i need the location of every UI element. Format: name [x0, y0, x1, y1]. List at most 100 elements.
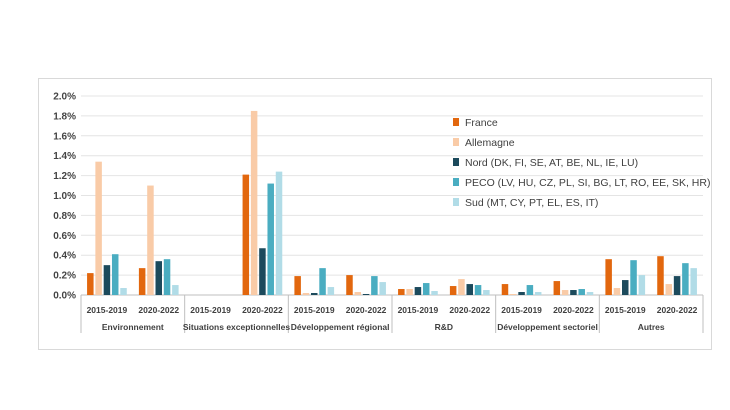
- bar: [120, 288, 127, 295]
- bar: [242, 174, 250, 295]
- bar: [458, 279, 465, 295]
- bar: [362, 294, 370, 295]
- bar: [302, 293, 310, 295]
- bar: [275, 171, 283, 295]
- grid-layer: [81, 95, 703, 296]
- group-label: Développement sectoriel: [497, 322, 598, 332]
- bar: [682, 263, 689, 295]
- y-tick-label: 1.8%: [53, 111, 76, 122]
- y-tick-label: 1.0%: [53, 191, 76, 202]
- bar: [586, 292, 594, 295]
- bar: [665, 284, 673, 295]
- bar: [622, 280, 629, 295]
- chart-frame: 0.0% 0.2% 0.4% 0.6% 0.8% 1.0% 1.2% 1.4% 1.6% 1.8%…: [38, 78, 712, 350]
- bar: [138, 268, 146, 295]
- legend-label: Sud (MT, CY, PT, EL, ES, IT): [465, 197, 598, 209]
- bars-layer: [87, 110, 697, 296]
- bar-chart: 0.0% 0.2% 0.4% 0.6% 0.8% 1.0% 1.2% 1.4% 1.6% 1.8%…: [53, 92, 710, 333]
- bar: [474, 285, 482, 295]
- bar: [431, 291, 438, 295]
- legend-swatch: [453, 178, 459, 186]
- legend-swatch: [453, 118, 459, 126]
- group-label: Autres: [638, 322, 665, 332]
- bar: [673, 276, 681, 295]
- bar: [111, 254, 119, 295]
- bar: [526, 285, 534, 295]
- period-label: 2020-2022: [346, 305, 387, 315]
- legend-label: Nord (DK, FI, SE, AT, BE, NL, IE, LU): [465, 157, 638, 169]
- group-label: Situations exceptionnelles: [183, 322, 290, 332]
- bar: [657, 256, 664, 295]
- period-label: 2020-2022: [657, 305, 698, 315]
- y-tick-label: 1.2%: [53, 171, 76, 182]
- period-label: 2015-2019: [605, 305, 646, 315]
- bar: [259, 248, 266, 295]
- bar: [172, 285, 179, 295]
- bar: [613, 288, 621, 295]
- bar: [406, 289, 413, 295]
- period-label: 2020-2022: [242, 305, 283, 315]
- bar: [578, 289, 585, 295]
- bar: [414, 287, 422, 295]
- bar: [155, 261, 162, 295]
- bar: [95, 161, 102, 295]
- y-tick-label: 0.6%: [53, 231, 76, 242]
- bar: [354, 292, 362, 295]
- bar: [553, 281, 561, 295]
- axis-layer: 0.0% 0.2% 0.4% 0.6% 0.8% 1.0% 1.2% 1.4% 1.6% 1.8%…: [53, 92, 704, 333]
- legend-label: France: [465, 117, 498, 129]
- bar: [690, 268, 697, 295]
- legend-swatch: [453, 138, 459, 146]
- group-label: R&D: [435, 322, 453, 332]
- period-label: 2015-2019: [294, 305, 335, 315]
- y-tick-label: 0.8%: [53, 211, 76, 222]
- bar: [449, 286, 457, 295]
- bar: [319, 268, 326, 295]
- bar: [605, 259, 612, 295]
- bar: [311, 293, 318, 295]
- bar: [398, 289, 405, 295]
- bar: [327, 287, 335, 295]
- bar: [534, 292, 542, 295]
- bar: [147, 185, 154, 295]
- period-label: 2020-2022: [553, 305, 594, 315]
- legend: France Allemagne Nord (DK, FI, SE, AT, BE,…: [453, 117, 710, 209]
- bar: [294, 276, 301, 295]
- group-label: Environnement: [102, 322, 164, 332]
- bar: [422, 283, 430, 295]
- bar: [103, 265, 111, 295]
- period-label: 2015-2019: [501, 305, 542, 315]
- bar: [483, 290, 490, 295]
- group-label: Développement régional: [291, 322, 390, 332]
- bar: [371, 276, 378, 295]
- period-label: 2020-2022: [449, 305, 490, 315]
- legend-swatch: [453, 158, 459, 166]
- bar: [466, 284, 473, 295]
- period-label: 2020-2022: [138, 305, 179, 315]
- y-tick-label: 2.0%: [53, 92, 76, 103]
- bar: [267, 183, 274, 295]
- period-label: 2015-2019: [87, 305, 128, 315]
- bar: [501, 284, 509, 295]
- bar: [87, 273, 94, 295]
- y-tick-label: 1.6%: [53, 131, 76, 142]
- bar: [638, 275, 646, 295]
- bar: [163, 259, 171, 295]
- y-tick-label: 0.2%: [53, 271, 76, 282]
- bar: [561, 290, 569, 295]
- bar: [346, 275, 353, 295]
- y-tick-label: 0.4%: [53, 251, 76, 262]
- bar: [518, 292, 525, 295]
- bar: [379, 282, 386, 295]
- y-tick-label: 0.0%: [53, 291, 76, 302]
- bar: [630, 260, 637, 295]
- bar: [250, 110, 258, 296]
- period-label: 2015-2019: [398, 305, 439, 315]
- bar: [510, 294, 517, 295]
- bar: [570, 290, 577, 295]
- legend-label: Allemagne: [465, 137, 515, 149]
- legend-label: PECO (LV, HU, CZ, PL, SI, BG, LT, RO, EE…: [465, 177, 710, 189]
- period-label: 2015-2019: [190, 305, 231, 315]
- y-tick-label: 1.4%: [53, 151, 76, 162]
- legend-swatch: [453, 198, 459, 206]
